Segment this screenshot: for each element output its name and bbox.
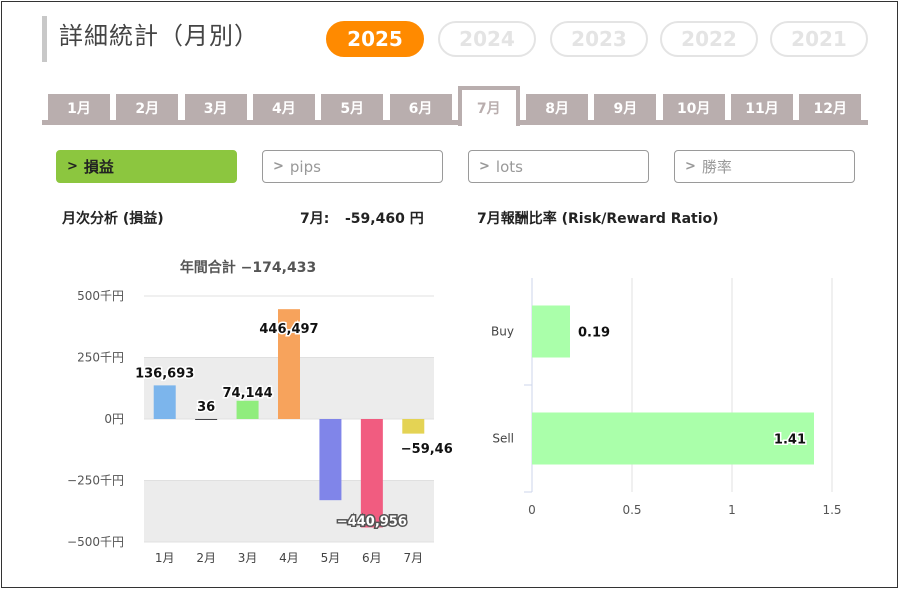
metric-button-2[interactable]: > lots: [468, 150, 649, 183]
data-label: 446,497: [259, 322, 318, 337]
metric-button-3[interactable]: > 勝率: [674, 150, 855, 183]
chart-title: 年間合計 −174,433: [180, 259, 316, 276]
x-tick-label: 1月: [155, 551, 175, 565]
y-tick-label: −500千円: [67, 535, 124, 549]
x-tick-label: 2月: [196, 551, 216, 565]
data-label: 0.19: [578, 326, 610, 341]
data-label: −440,956: [337, 514, 407, 529]
month-tab-10[interactable]: 10月: [662, 94, 725, 121]
x-tick-label: 4月: [279, 551, 299, 565]
month-tab-3[interactable]: 3月: [184, 94, 247, 121]
bar-5月: [319, 419, 342, 501]
x-tick-label: 5月: [321, 551, 341, 565]
month-tab-9[interactable]: 9月: [594, 94, 657, 121]
metric-button-1[interactable]: > pips: [262, 150, 443, 183]
x-tick-label: 7月: [403, 551, 423, 565]
page-title: 詳細統計（月別）: [59, 22, 259, 50]
month-tab-6[interactable]: 6月: [389, 94, 452, 121]
y-tick-label: −250千円: [67, 474, 124, 488]
month-total-label: 7月:: [300, 211, 330, 227]
bar-4月: [278, 309, 300, 419]
data-label: −59,460: [401, 442, 452, 457]
bar-7月: [402, 419, 425, 434]
bar-1月: [153, 385, 176, 419]
bar-6月: [360, 419, 383, 528]
right-panel-heading: 7月報酬比率 (Risk/Reward Ratio): [477, 211, 719, 227]
x-tick-label: 0.5: [622, 503, 641, 517]
metric-label: pips: [289, 157, 321, 176]
x-tick-label: 3月: [238, 551, 258, 565]
month-tab-5[interactable]: 5月: [321, 94, 384, 121]
grid-band: [144, 480, 434, 542]
month-tab-8[interactable]: 8月: [526, 94, 589, 121]
y-tick-label: 250千円: [77, 351, 124, 365]
bar-Sell: [532, 412, 814, 465]
data-label: 136,693: [135, 366, 194, 381]
metric-label: 勝率: [701, 158, 732, 176]
y-tick-label: 500千円: [77, 289, 124, 303]
left-panel-heading: 月次分析 (損益): [62, 211, 164, 227]
month-tab-2[interactable]: 2月: [116, 94, 179, 121]
metric-button-0[interactable]: > 損益: [56, 150, 237, 183]
metric-label: lots: [495, 157, 523, 176]
year-button-2021[interactable]: 2021: [770, 21, 868, 57]
title-bar: 詳細統計（月別）: [42, 16, 259, 62]
chevron-right-icon: >: [479, 159, 490, 174]
chevron-right-icon: >: [685, 159, 696, 174]
x-tick-label: 6月: [362, 551, 382, 565]
y-tick-label: 0円: [104, 412, 124, 426]
month-tab-4[interactable]: 4月: [252, 94, 315, 121]
metric-label: 損益: [83, 158, 114, 176]
monthly-pnl-chart: 年間合計 −174,433 500千円 250千円 0円 −250千円 −500千円 1月 2…: [67, 259, 452, 565]
month-total-value: -59,460 円: [345, 211, 424, 227]
month-tab-12[interactable]: 12月: [799, 94, 862, 121]
x-tick-label: 1.5: [822, 503, 841, 517]
month-tab-11[interactable]: 11月: [731, 94, 793, 121]
data-label: 74,144: [222, 386, 272, 401]
month-tab-7[interactable]: 7月: [457, 86, 520, 126]
bar-3月: [236, 400, 259, 419]
year-button-2024[interactable]: 2024: [438, 21, 536, 57]
data-label: 1.41: [774, 433, 806, 448]
bar-2月: [195, 418, 218, 420]
year-button-2025[interactable]: 2025: [326, 21, 424, 57]
risk-reward-chart: 0 0.5 1 1.5 Buy 0.19 Sell 1.41: [491, 278, 842, 517]
x-tick-label: 1: [728, 503, 736, 517]
y-tick-label: Sell: [492, 432, 514, 446]
chevron-right-icon: >: [67, 159, 78, 174]
year-button-2022[interactable]: 2022: [660, 21, 758, 57]
year-button-2023[interactable]: 2023: [550, 21, 648, 57]
tabs-underline: [42, 120, 868, 125]
x-tick-label: 0: [528, 503, 536, 517]
y-tick-label: Buy: [491, 325, 514, 339]
month-tab-1[interactable]: 1月: [48, 94, 110, 121]
data-label: 36: [197, 400, 215, 415]
bar-Buy: [532, 305, 570, 358]
chevron-right-icon: >: [273, 159, 284, 174]
